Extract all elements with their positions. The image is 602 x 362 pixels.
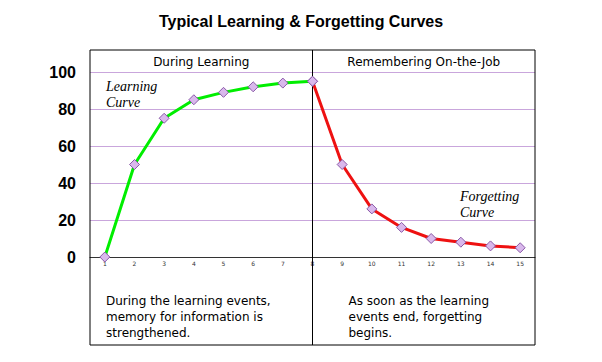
svg-text:1: 1 xyxy=(102,259,107,267)
svg-text:2: 2 xyxy=(133,260,137,267)
svg-text:8: 8 xyxy=(310,259,315,267)
svg-text:Forgetting: Forgetting xyxy=(459,189,519,204)
svg-text:14: 14 xyxy=(487,260,495,267)
svg-text:Curve: Curve xyxy=(106,95,140,110)
svg-text:Learning: Learning xyxy=(105,79,157,94)
svg-text:9: 9 xyxy=(340,260,344,267)
svg-text:12: 12 xyxy=(427,260,435,267)
svg-text:begins.: begins. xyxy=(349,326,393,340)
svg-text:memory for information is: memory for information is xyxy=(106,310,267,324)
svg-text:80: 80 xyxy=(58,101,76,118)
svg-text:5: 5 xyxy=(222,260,226,267)
svg-text:40: 40 xyxy=(58,175,76,192)
svg-text:events end, forgetting: events end, forgetting xyxy=(349,310,487,324)
svg-text:13: 13 xyxy=(457,260,465,267)
svg-text:20: 20 xyxy=(58,212,76,229)
svg-text:As soon as the learning: As soon as the learning xyxy=(349,294,493,308)
svg-text:3: 3 xyxy=(162,260,166,267)
svg-text:During Learning: During Learning xyxy=(153,55,249,69)
svg-text:11: 11 xyxy=(398,260,406,267)
svg-text:10: 10 xyxy=(368,260,376,267)
svg-text:15: 15 xyxy=(516,260,524,267)
svg-text:60: 60 xyxy=(58,138,76,155)
svg-text:Typical Learning & Forgetting: Typical Learning & Forgetting Curves xyxy=(159,13,443,30)
svg-text:Curve: Curve xyxy=(460,205,494,220)
svg-text:During the learning events,: During the learning events, xyxy=(106,294,275,308)
svg-text:Remembering On-the-Job: Remembering On-the-Job xyxy=(347,55,500,69)
svg-text:7: 7 xyxy=(281,260,285,267)
svg-text:strengthened.: strengthened. xyxy=(106,326,190,340)
svg-text:0: 0 xyxy=(67,249,76,266)
svg-text:100: 100 xyxy=(49,64,76,81)
svg-text:6: 6 xyxy=(251,260,255,267)
svg-text:4: 4 xyxy=(192,260,196,267)
